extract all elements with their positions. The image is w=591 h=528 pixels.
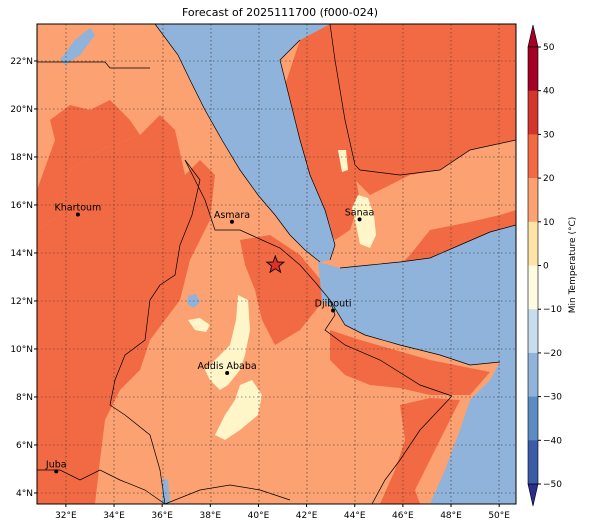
- colorbar-tick-label: 40: [543, 87, 555, 97]
- city-label: Khartoum: [55, 203, 102, 214]
- cool-zone-yemen-north: [338, 150, 348, 172]
- latitude-ticks: 22°N 20°N 18°N 16°N 14°N 12°N 10°N 8°N 6°N 4°N: [10, 57, 37, 499]
- lon-tick-label: 44°E: [344, 511, 366, 521]
- lat-tick-label: 18°N: [10, 153, 33, 163]
- lat-tick-label: 16°N: [10, 201, 33, 211]
- gridlines: [37, 24, 516, 504]
- city-label: Sanaa: [345, 207, 375, 218]
- city-label: Addis Ababa: [198, 361, 257, 372]
- hot-zone-somalia: [330, 330, 490, 395]
- city-dot: [54, 469, 59, 474]
- city-label: Juba: [45, 459, 67, 470]
- cool-zone-ethiopian-highlands: [205, 295, 250, 390]
- lat-tick-label: 12°N: [10, 297, 33, 307]
- lat-tick-label: 4°N: [16, 489, 33, 499]
- lon-tick-label: 50°E: [488, 511, 510, 521]
- lat-tick-label: 20°N: [10, 105, 33, 115]
- colorbar-band: [528, 265, 538, 310]
- hot-zone-sudan: [37, 115, 215, 504]
- colorbar-tick-label: 10: [543, 218, 555, 228]
- lon-tick-label: 32°E: [55, 511, 77, 521]
- city-label: Asmara: [214, 210, 250, 221]
- city-markers: Khartoum Asmara Sanaa Djibouti Addis Ababa Ju…: [45, 203, 374, 474]
- hot-zone-danakil: [240, 235, 325, 345]
- colorbar-arrow-top: [527, 24, 539, 48]
- plot-frame: [36, 23, 517, 505]
- colorbar-tick-label: −20: [543, 349, 562, 359]
- lat-tick-label: 10°N: [10, 345, 33, 355]
- hot-zone-somalia-south: [380, 398, 460, 504]
- hot-zone-arabia-coast: [280, 24, 360, 240]
- cool-zone-bale: [215, 380, 262, 440]
- hot-zone-arabia-north: [320, 24, 516, 195]
- lon-tick-label: 36°E: [151, 511, 173, 521]
- city-label: Djibouti: [315, 299, 352, 310]
- city-dot: [357, 217, 362, 222]
- city-dot: [75, 212, 80, 217]
- colorbar-band: [528, 221, 538, 266]
- lon-tick-label: 42°E: [296, 511, 318, 521]
- lat-tick-label: 14°N: [10, 249, 33, 259]
- cool-zone-small: [188, 318, 210, 332]
- lon-tick-label: 34°E: [103, 511, 125, 521]
- colorbar-band: [528, 47, 538, 91]
- colorbar-tick-label: −50: [543, 480, 562, 490]
- colorbar-tick-label: −10: [543, 305, 562, 315]
- star-marker: [265, 254, 286, 274]
- sea-red-sea: [155, 24, 335, 262]
- colorbar-tick-label: −30: [543, 393, 562, 403]
- colorbar-band: [528, 352, 538, 397]
- city-dot: [229, 219, 234, 224]
- lon-tick-label: 46°E: [392, 511, 414, 521]
- map-title: Forecast of 2025111700 (f000-024): [181, 6, 379, 19]
- country-borders: [37, 24, 516, 504]
- colorbar-band: [528, 178, 538, 223]
- city-dot: [225, 370, 230, 375]
- colorbar-band: [528, 396, 538, 441]
- lat-tick-label: 6°N: [16, 441, 33, 451]
- colorbar-tick-label: 30: [543, 130, 555, 140]
- colorbar-label: Min Temperature (°C): [568, 217, 578, 314]
- lat-tick-label: 22°N: [10, 57, 33, 67]
- colorbar-band: [528, 90, 538, 135]
- colorbar-tick-label: 0: [543, 262, 549, 272]
- city-dot: [331, 308, 336, 313]
- longitude-ticks: 32°E 34°E 36°E 38°E 40°E 42°E 44°E 46°E 48°E 50°E: [55, 504, 510, 521]
- sea-gulf-of-aden: [318, 225, 516, 504]
- colorbar-tick-label: 50: [543, 43, 555, 53]
- colorbar-arrow-bottom: [527, 483, 539, 507]
- colorbar-tick-label: −40: [543, 436, 562, 446]
- lon-tick-label: 48°E: [440, 511, 462, 521]
- colorbar-band: [528, 134, 538, 179]
- cool-zone-yemen: [352, 195, 376, 248]
- map-plot-area: [37, 24, 516, 504]
- sea-north-coast-strip: [60, 28, 95, 65]
- colorbar: 50 40 30 20 10 0 −10 −20 −30 −40 −50: [527, 24, 562, 507]
- lon-tick-label: 38°E: [199, 511, 221, 521]
- colorbar-band: [528, 440, 538, 485]
- colorbar-tick-label: 20: [543, 174, 555, 184]
- colorbar-band: [528, 309, 538, 354]
- lat-tick-label: 8°N: [16, 393, 33, 403]
- lon-tick-label: 40°E: [248, 511, 270, 521]
